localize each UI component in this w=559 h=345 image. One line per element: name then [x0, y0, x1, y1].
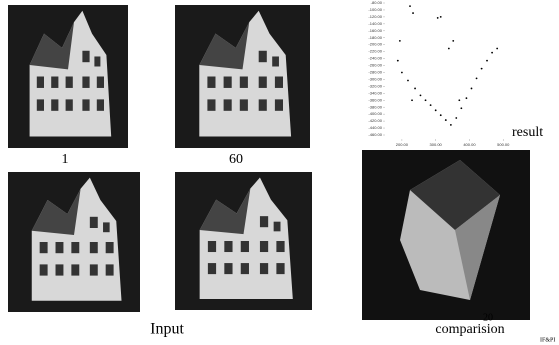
footer: IF&PI [540, 337, 555, 343]
point [414, 88, 416, 90]
point [411, 99, 413, 101]
y-tick-label: -160.00 [368, 28, 382, 33]
input-frame [175, 5, 310, 148]
x-tick-label: 200.00 [396, 142, 409, 147]
point [460, 107, 462, 109]
caption: result [512, 125, 543, 140]
y-tick-label: -280.00 [368, 70, 382, 75]
point [452, 40, 454, 42]
y-tick-label: -120.00 [368, 14, 382, 19]
point [481, 68, 483, 70]
y-tick-label: -180.00 [368, 35, 382, 40]
point [407, 80, 409, 82]
input-frame [8, 172, 140, 312]
point [440, 16, 442, 18]
point [458, 99, 460, 101]
point [440, 114, 442, 116]
y-tick-label: -420.00 [368, 118, 382, 123]
point [455, 117, 457, 119]
y-tick-label: -300.00 [368, 76, 382, 81]
y-tick-label: -200.00 [368, 42, 382, 47]
point [409, 5, 411, 7]
y-tick-label: -360.00 [368, 97, 382, 102]
y-tick-label: -400.00 [368, 111, 382, 116]
point [450, 124, 452, 126]
x-tick-label: 400.00 [463, 142, 476, 147]
y-tick-label: -320.00 [368, 83, 382, 88]
point [445, 119, 447, 121]
input-frame [175, 172, 312, 310]
frame-label: 1 [62, 152, 69, 167]
point [430, 104, 432, 106]
point [486, 60, 488, 62]
point [420, 95, 422, 97]
y-tick-label: -220.00 [368, 49, 382, 54]
input-frame [8, 5, 128, 148]
y-tick-label: -240.00 [368, 56, 382, 61]
y-tick-label: -260.00 [368, 63, 382, 68]
point [496, 48, 498, 50]
point [466, 97, 468, 99]
y-tick-label: -100.00 [368, 7, 382, 12]
y-tick-label: -80.00 [371, 0, 383, 5]
point [435, 109, 437, 111]
caption: comparision [435, 322, 504, 337]
point [448, 48, 450, 50]
frame-label: 60 [229, 152, 243, 167]
x-tick-label: 300.00 [430, 142, 443, 147]
y-tick-label: -140.00 [368, 21, 382, 26]
point [476, 77, 478, 79]
comparison-image [362, 150, 530, 320]
point [437, 17, 439, 19]
x-tick-label: 500.00 [497, 142, 510, 147]
y-tick-label: -380.00 [368, 104, 382, 109]
point [397, 60, 399, 62]
y-tick-label: -340.00 [368, 90, 382, 95]
y-tick-label: -460.00 [368, 132, 382, 137]
point [399, 40, 401, 42]
point [425, 99, 427, 101]
slide: 1 60 Input result 20 comparision IF&PI -… [0, 0, 559, 345]
point [412, 12, 414, 14]
point [491, 52, 493, 54]
point [401, 72, 403, 74]
caption: Input [150, 321, 184, 338]
y-tick-label: -440.00 [368, 125, 382, 130]
point [471, 88, 473, 90]
